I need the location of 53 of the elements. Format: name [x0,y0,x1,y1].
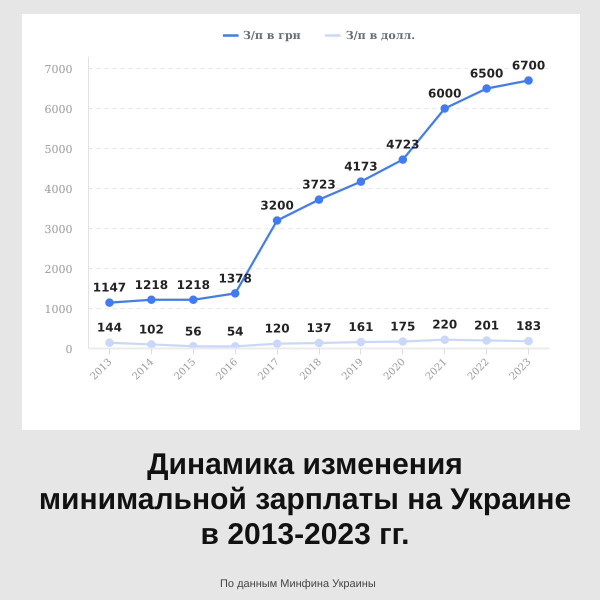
data-label: 1147 [92,280,126,295]
point [398,155,408,164]
data-label: 144 [96,320,122,335]
point [314,195,324,204]
data-label: 1218 [134,278,168,292]
point [314,338,324,348]
point [356,338,366,346]
point [272,339,282,348]
point [105,298,114,307]
y-tick-label: 7000 [44,63,73,76]
point [524,336,533,346]
data-label: 4173 [344,160,378,174]
data-label: 102 [138,322,164,336]
point [230,289,240,298]
point [147,340,156,348]
y-tick-label: 3000 [44,223,73,236]
data-label: 1218 [176,278,210,292]
y-tick-label: 6000 [44,103,73,116]
point [440,335,449,344]
data-label: 54 [226,324,244,338]
text: Динамика изменения минимальной зарплаты на Украине в 2013-2023 гг. [38,447,572,552]
point [105,338,114,347]
point [524,76,533,85]
legend-label: З/п в долл. [346,28,416,42]
y-tick-label: 4000 [44,183,73,196]
data-label: 137 [306,321,332,336]
data-label: 183 [516,319,542,334]
legend-label: З/п в грн [242,28,301,42]
data-label: 175 [390,320,416,334]
data-label: 56 [184,324,202,338]
point [147,296,156,304]
data-label: 6000 [428,86,462,100]
data-label: 201 [474,318,500,332]
data-label: 220 [432,318,458,332]
y-tick-label: 1000 [44,303,73,316]
point [398,337,408,346]
point [272,216,282,225]
data-label: 120 [264,322,290,336]
y-tick-label: 2000 [44,263,73,276]
point [189,296,198,304]
y-tick-label: 0 [66,343,72,356]
point [482,336,491,345]
data-label: 161 [348,320,374,334]
y-tick-label: 5000 [44,143,73,156]
data-label: 3200 [260,198,294,212]
point [482,84,491,93]
text: По данным Минфина Украины [220,577,376,592]
data-label: 6700 [512,58,546,72]
point [189,342,198,348]
point [440,104,449,113]
data-label: 3723 [302,178,336,192]
data-label: 6500 [470,66,504,80]
point [356,177,366,186]
